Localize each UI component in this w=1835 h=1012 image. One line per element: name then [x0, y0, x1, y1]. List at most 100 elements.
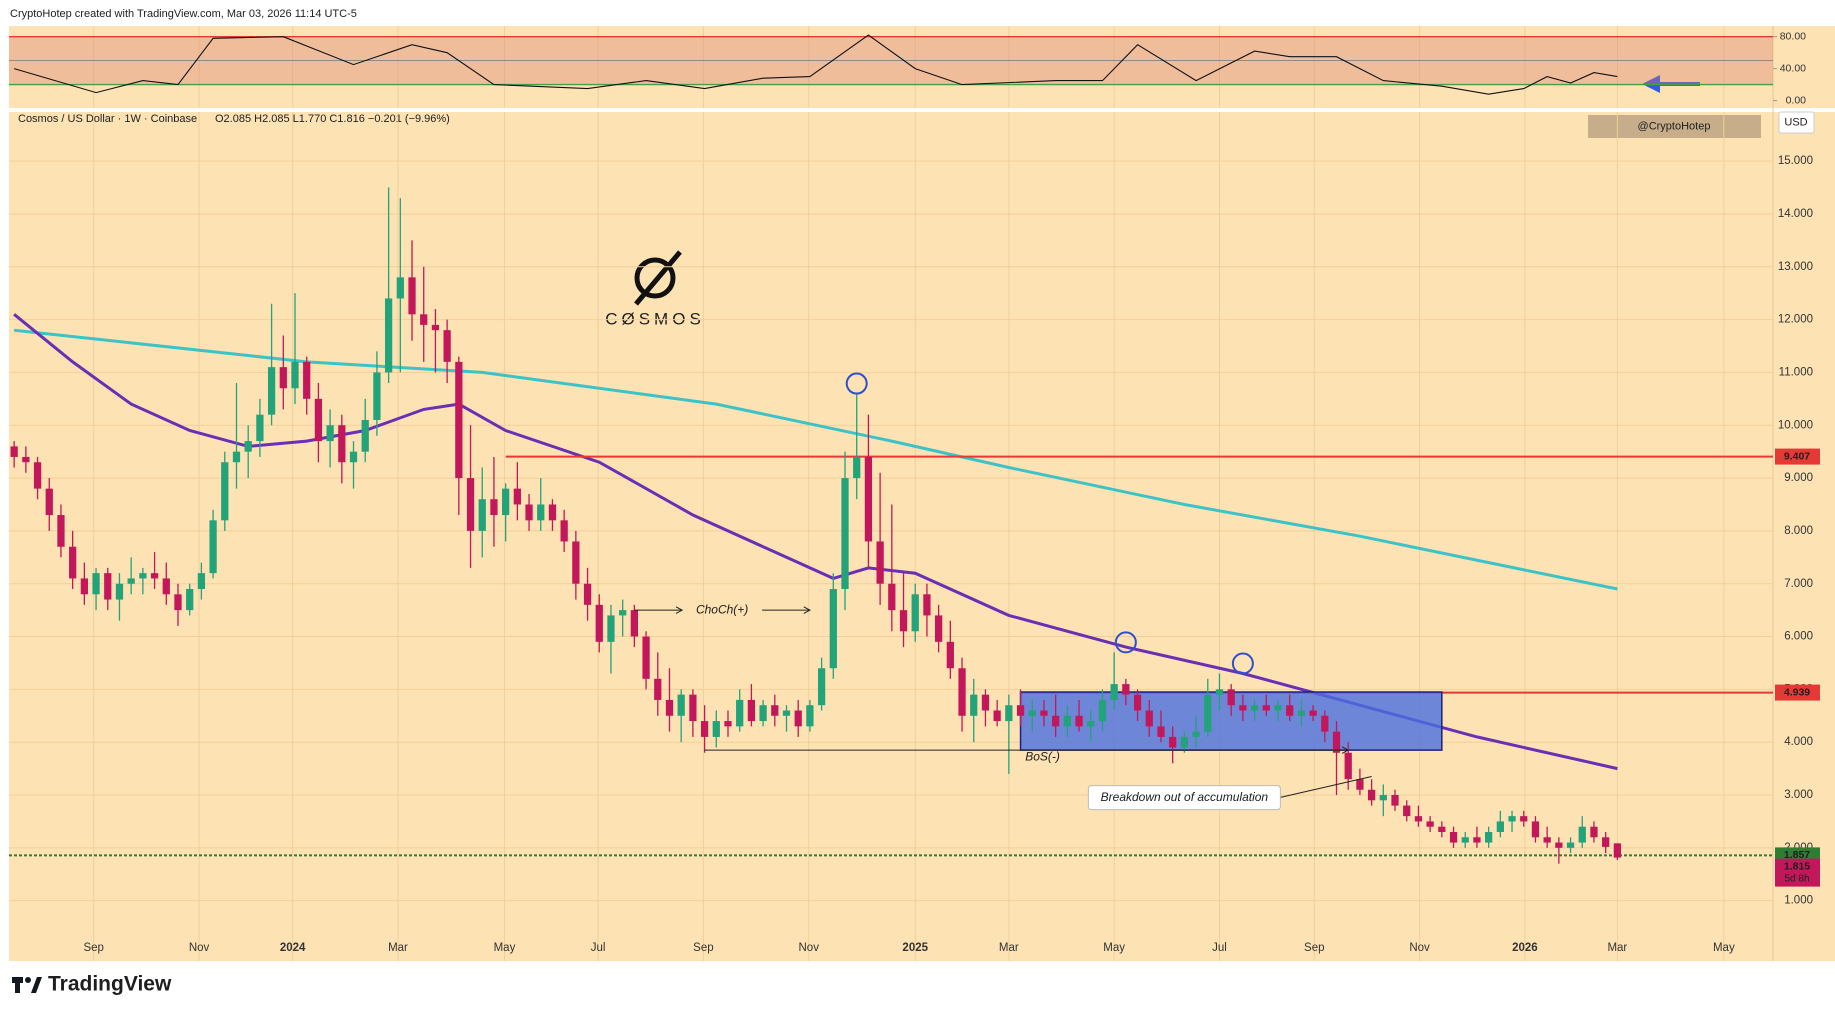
osc-tick-label: 80.00 [1780, 30, 1806, 42]
candle-body [1063, 715, 1071, 727]
x-tick-label: 2026 [1512, 942, 1538, 954]
candle-body [1286, 705, 1294, 716]
candle-body [1169, 736, 1177, 748]
candle-body [396, 277, 404, 299]
candle-body [771, 705, 779, 716]
candle-body [782, 710, 791, 716]
candle-body [443, 330, 451, 362]
candle-body [478, 499, 486, 531]
candle-body [1250, 705, 1259, 711]
candle-body [209, 520, 217, 574]
y-tick-label: 3.000 [1784, 789, 1813, 801]
y-tick-label: 9.000 [1784, 472, 1813, 484]
footer-logo [12, 977, 42, 993]
candle-body [560, 520, 568, 542]
logo-part [25, 977, 31, 983]
candle-body [150, 573, 159, 579]
y-tick-label: 6.000 [1784, 631, 1813, 643]
candle-body [1227, 689, 1235, 706]
candle-body [408, 277, 416, 315]
candle-body [970, 694, 978, 716]
candle-body [642, 636, 650, 679]
candle-body [1578, 826, 1586, 843]
candle-body [1110, 684, 1118, 700]
candle-body [291, 361, 299, 389]
candle-body [946, 641, 954, 669]
candle-body [899, 610, 908, 632]
x-tick-label: Sep [693, 942, 713, 954]
x-tick-label: May [1713, 942, 1735, 954]
currency: USD [1784, 116, 1807, 128]
x-tick-label: Mar [999, 942, 1019, 954]
candle-body [1414, 816, 1423, 822]
candle-body [888, 583, 896, 611]
candle-body [466, 478, 475, 531]
watermark-box [1588, 115, 1761, 138]
level-label-box [1775, 448, 1820, 465]
candle-body [1543, 837, 1551, 843]
candle-body [736, 699, 744, 727]
x-tick-label: Nov [189, 942, 210, 954]
candle-body [1461, 837, 1469, 843]
y-tick-label: 12.000 [1778, 314, 1813, 326]
candle-body [911, 594, 919, 632]
logo-part [15, 977, 20, 993]
moving-average [13, 328, 1618, 591]
level-label: 1.857 [1784, 849, 1810, 861]
candle-body [45, 488, 53, 516]
candle-body [619, 610, 627, 616]
candle-body [256, 414, 264, 442]
candle-body [384, 298, 393, 373]
candle-body [759, 705, 767, 722]
candle-body [1508, 816, 1516, 822]
last-price: 1.815 [1784, 860, 1810, 872]
candle-body [853, 456, 861, 479]
candle-body [1555, 842, 1563, 848]
moving-average [13, 313, 1618, 771]
candle-body [1098, 699, 1107, 722]
osc-tick-label: 40.00 [1780, 62, 1806, 74]
candle-body [1016, 705, 1025, 716]
candle-body [326, 425, 334, 442]
candle-body [1297, 710, 1306, 716]
candle-body [1133, 694, 1142, 711]
candle-body [232, 451, 241, 463]
x-tick-label: Nov [1409, 942, 1430, 954]
candle-body [525, 504, 533, 521]
symbol-title: Cosmos / US Dollar · 1W · Coinbase [18, 113, 197, 125]
candle-body [572, 541, 580, 584]
candle-body [162, 578, 170, 595]
candle-body [923, 594, 931, 616]
last-price-box [1775, 858, 1820, 887]
countdown: 5d 8h [1784, 873, 1809, 884]
x-tick-label: 2024 [280, 942, 306, 954]
candle-body [1403, 805, 1411, 817]
oscillator-pane [9, 26, 1835, 108]
candle-body [69, 546, 77, 579]
candle-body [420, 314, 428, 325]
candle-body [1332, 731, 1341, 753]
candle-body [1485, 831, 1493, 843]
candle-body [139, 573, 147, 579]
candle-body [361, 419, 369, 452]
candle-body [1262, 705, 1270, 711]
x-tick-label: Mar [1607, 942, 1627, 954]
candle-body [1590, 826, 1598, 838]
candle-body [1520, 816, 1528, 822]
candle-body [1391, 795, 1399, 806]
candle-body [958, 668, 966, 716]
candle-body [303, 361, 311, 399]
annotation-text: BoS(-) [1025, 749, 1060, 763]
candle-body [1157, 726, 1165, 737]
candle-body [1274, 705, 1282, 711]
candle-body [455, 361, 463, 479]
candle-body [1087, 721, 1095, 727]
candle-body [1473, 837, 1481, 843]
y-tick-label: 11.000 [1779, 366, 1813, 378]
candle-body [1075, 715, 1083, 727]
y-tick-label: 1.000 [1784, 895, 1813, 907]
x-tick-label: Jul [1212, 942, 1227, 954]
candle-body [33, 462, 42, 489]
